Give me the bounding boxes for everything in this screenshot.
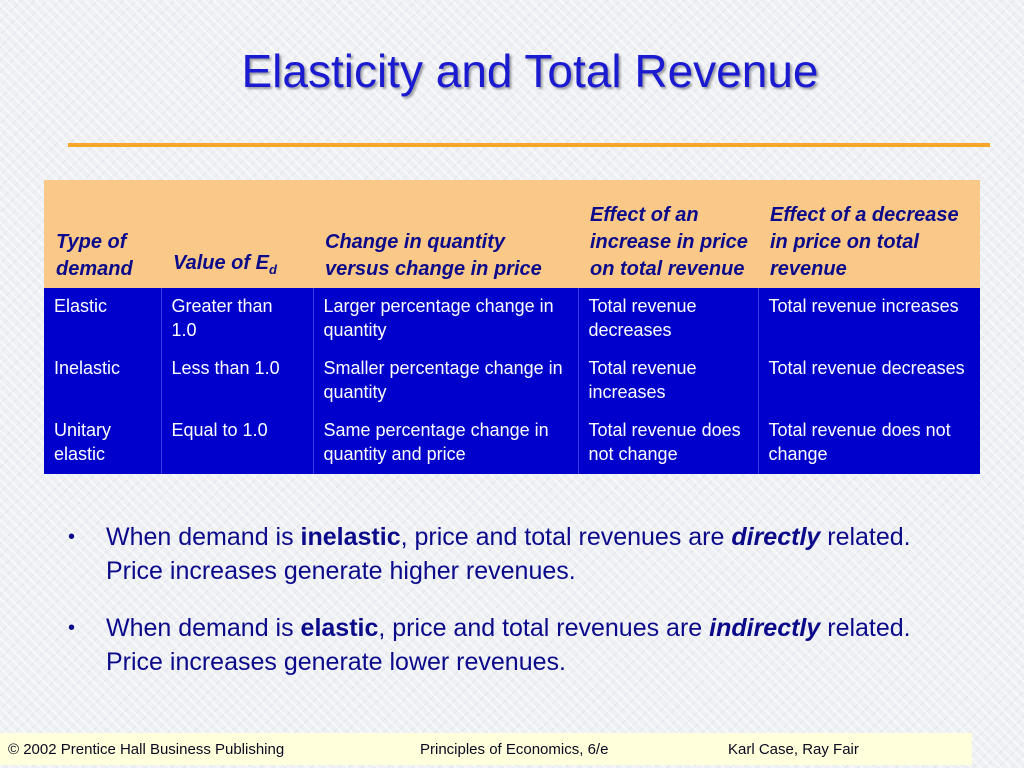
header-value-subscript: d bbox=[268, 262, 277, 277]
header-value-label: Value of E bbox=[173, 252, 269, 274]
table-cell: Total revenue decreases bbox=[577, 288, 758, 350]
bullet-item: • When demand is inelastic, price and to… bbox=[68, 520, 968, 588]
bullet-dot-icon: • bbox=[68, 617, 76, 639]
table-cell: Total revenue increases bbox=[757, 288, 980, 350]
table-cell: Total revenue does not change bbox=[577, 412, 758, 474]
table-cell: Total revenue does not change bbox=[757, 412, 980, 474]
bullet-text: , price and total revenues are bbox=[378, 614, 710, 642]
bullet-text: related. Price increases generate higher… bbox=[106, 523, 911, 585]
bullet-item: • When demand is elastic, price and tota… bbox=[68, 611, 968, 679]
bullet-dot-icon: • bbox=[68, 526, 76, 548]
footer-bar: © 2002 Prentice Hall Business Publishing… bbox=[0, 733, 972, 765]
table-cell: Inelastic bbox=[44, 350, 161, 412]
table-cell: Greater than 1.0 bbox=[160, 288, 313, 350]
bullet-bold-italic: indirectly bbox=[709, 614, 821, 642]
header-value-of-ed: Value of Ed bbox=[161, 180, 313, 288]
bullet-text: related. Price increases generate lower … bbox=[106, 614, 911, 676]
table-row: Elastic Greater than 1.0 Larger percenta… bbox=[44, 288, 980, 350]
table-cell: Less than 1.0 bbox=[160, 350, 313, 412]
header-effect-of-decrease: Effect of a decrease in price on total r… bbox=[758, 180, 980, 288]
table-cell: Smaller percentage change in quantity bbox=[312, 350, 578, 412]
table-cell: Elastic bbox=[44, 288, 161, 350]
header-change-in-quantity: Change in quantity versus change in pric… bbox=[313, 180, 578, 288]
header-effect-of-increase: Effect of an increase in price on total … bbox=[578, 180, 758, 288]
title-underline bbox=[68, 143, 990, 147]
bullet-bold-italic: directly bbox=[731, 523, 821, 551]
bullet-text: , price and total revenues are bbox=[400, 523, 732, 551]
bullet-bold: elastic bbox=[300, 614, 379, 642]
table-cell: Total revenue decreases bbox=[757, 350, 980, 412]
table-cell: Same percentage change in quantity and p… bbox=[312, 412, 578, 474]
footer-authors: Karl Case, Ray Fair bbox=[728, 741, 859, 758]
table-cell: Unitary elastic bbox=[44, 412, 161, 474]
bullet-text: When demand is bbox=[106, 523, 301, 551]
elasticity-table: Type of demand Value of Ed Change in qua… bbox=[44, 180, 980, 474]
table-row: Unitary elastic Equal to 1.0 Same percen… bbox=[44, 412, 980, 474]
header-type-of-demand: Type of demand bbox=[44, 180, 161, 288]
slide-title: Elasticity and Total Revenue bbox=[241, 45, 819, 97]
table-cell: Larger percentage change in quantity bbox=[312, 288, 578, 350]
table-header-row: Type of demand Value of Ed Change in qua… bbox=[44, 180, 980, 288]
bullet-list: • When demand is inelastic, price and to… bbox=[68, 520, 968, 702]
table-row: Inelastic Less than 1.0 Smaller percenta… bbox=[44, 350, 980, 412]
footer-book-title: Principles of Economics, 6/e bbox=[420, 741, 609, 758]
table-cell: Total revenue increases bbox=[577, 350, 758, 412]
footer-copyright: © 2002 Prentice Hall Business Publishing bbox=[8, 741, 285, 758]
bullet-text: When demand is bbox=[106, 614, 301, 642]
table-cell: Equal to 1.0 bbox=[160, 412, 313, 474]
bullet-bold: inelastic bbox=[300, 523, 401, 551]
